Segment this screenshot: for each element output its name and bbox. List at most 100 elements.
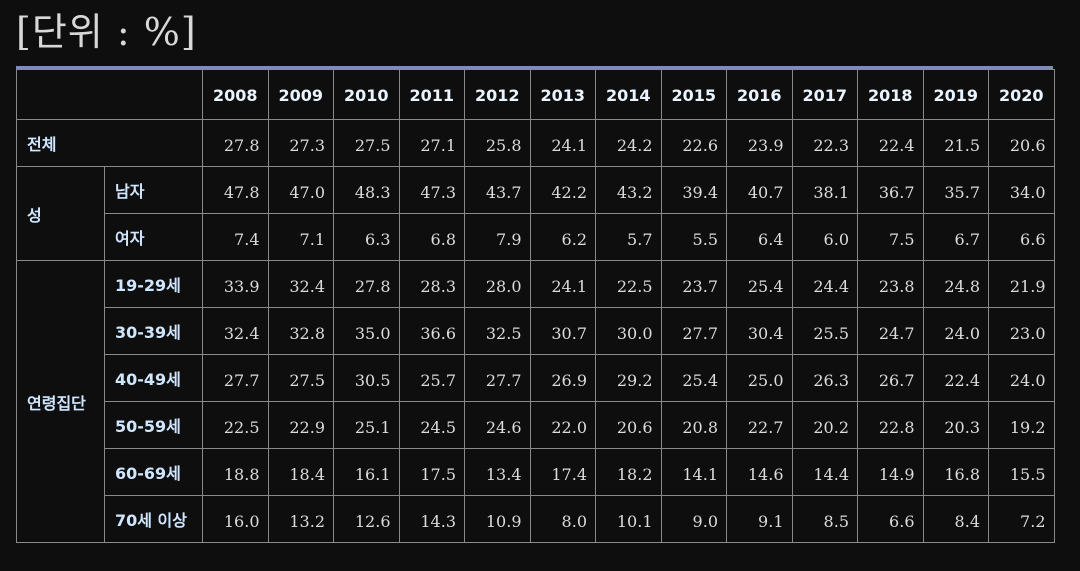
value-cell: 7.5 (857, 213, 924, 261)
row-label-age: 70세 이상 (104, 495, 203, 543)
value-cell: 32.5 (464, 307, 531, 355)
value-cell: 7.4 (202, 213, 269, 261)
value-cell: 18.8 (202, 448, 269, 496)
value-cell: 9.0 (660, 495, 727, 543)
value-cell: 30.0 (595, 307, 662, 355)
value-cell: 5.5 (660, 213, 727, 261)
value-cell: 30.5 (333, 354, 400, 402)
value-cell: 26.7 (857, 354, 924, 402)
value-cell: 27.3 (267, 119, 334, 167)
table-row-age: 50-59세 22.5 22.9 25.1 24.5 24.6 22.0 20.6 20.8 22… (17, 401, 1055, 449)
value-cell: 26.9 (529, 354, 596, 402)
year-header-2010: 2010 (333, 69, 400, 120)
value-cell: 8.0 (529, 495, 596, 543)
value-cell: 10.1 (595, 495, 662, 543)
year-header-2014: 2014 (595, 69, 662, 120)
value-cell: 21.5 (922, 119, 989, 167)
value-cell: 30.4 (726, 307, 793, 355)
value-cell: 14.3 (398, 495, 465, 543)
value-cell: 20.6 (595, 401, 662, 449)
value-cell: 7.2 (988, 495, 1055, 543)
value-cell: 32.4 (267, 260, 334, 308)
year-header-2012: 2012 (464, 69, 531, 120)
value-cell: 22.8 (857, 401, 924, 449)
value-cell: 13.4 (464, 448, 531, 496)
year-header-2013: 2013 (529, 69, 596, 120)
group-label-age: 연령집단 (16, 260, 105, 543)
year-header-2009: 2009 (267, 69, 334, 120)
value-cell: 25.8 (464, 119, 531, 167)
value-cell: 27.7 (202, 354, 269, 402)
value-cell: 18.4 (267, 448, 334, 496)
row-label-age: 19-29세 (104, 260, 203, 308)
value-cell: 40.7 (726, 166, 793, 214)
value-cell: 23.8 (857, 260, 924, 308)
value-cell: 27.8 (202, 119, 269, 167)
value-cell: 13.2 (267, 495, 334, 543)
value-cell: 25.5 (791, 307, 858, 355)
row-label-sex: 여자 (104, 213, 203, 261)
value-cell: 6.4 (726, 213, 793, 261)
value-cell: 6.2 (529, 213, 596, 261)
value-cell: 22.9 (267, 401, 334, 449)
value-cell: 25.4 (726, 260, 793, 308)
table-row-sex: 여자 7.4 7.1 6.3 6.8 7.9 6.2 5.7 5.5 6.4 6.0 7.5 6.7 6.… (17, 213, 1055, 261)
table-row-sex: 성 남자 47.8 47.0 48.3 47.3 43.7 42.2 43.2 39.4 40.7 3… (16, 166, 1055, 261)
value-cell: 27.7 (464, 354, 531, 402)
value-cell: 47.3 (398, 166, 465, 214)
year-header-2020: 2020 (988, 69, 1055, 120)
value-cell: 7.9 (464, 213, 531, 261)
value-cell: 22.3 (791, 119, 858, 167)
value-cell: 25.7 (398, 354, 465, 402)
value-cell: 8.4 (922, 495, 989, 543)
value-cell: 23.9 (726, 119, 793, 167)
value-cell: 27.5 (267, 354, 334, 402)
row-label-sex: 남자 (104, 166, 203, 214)
value-cell: 48.3 (333, 166, 400, 214)
value-cell: 27.8 (333, 260, 400, 308)
value-cell: 25.0 (726, 354, 793, 402)
value-cell: 14.4 (791, 448, 858, 496)
value-cell: 28.0 (464, 260, 531, 308)
value-cell: 6.0 (791, 213, 858, 261)
value-cell: 30.7 (529, 307, 596, 355)
value-cell: 6.3 (333, 213, 400, 261)
year-header-2019: 2019 (922, 69, 989, 120)
value-cell: 6.8 (398, 213, 465, 261)
value-cell: 47.0 (267, 166, 334, 214)
value-cell: 28.3 (398, 260, 465, 308)
value-cell: 33.9 (202, 260, 269, 308)
table-row-age: 30-39세 32.4 32.8 35.0 36.6 32.5 30.7 30.0 27.7 30… (17, 307, 1055, 355)
row-label-total: 전체 (16, 119, 203, 167)
value-cell: 27.7 (660, 307, 727, 355)
value-cell: 20.2 (791, 401, 858, 449)
year-header-2017: 2017 (791, 69, 858, 120)
value-cell: 29.2 (595, 354, 662, 402)
value-cell: 24.0 (922, 307, 989, 355)
value-cell: 34.0 (988, 166, 1055, 214)
value-cell: 22.5 (202, 401, 269, 449)
value-cell: 22.0 (529, 401, 596, 449)
value-cell: 24.0 (988, 354, 1055, 402)
value-cell: 36.7 (857, 166, 924, 214)
value-cell: 22.7 (726, 401, 793, 449)
value-cell: 24.4 (791, 260, 858, 308)
value-cell: 23.7 (660, 260, 727, 308)
value-cell: 24.2 (595, 119, 662, 167)
value-cell: 18.2 (595, 448, 662, 496)
value-cell: 25.1 (333, 401, 400, 449)
year-header-2011: 2011 (398, 69, 465, 120)
value-cell: 20.3 (922, 401, 989, 449)
value-cell: 22.4 (922, 354, 989, 402)
value-cell: 24.1 (529, 119, 596, 167)
statistics-table-container: 2008 2009 2010 2011 2012 2013 2014 2015 2016 2017… (16, 66, 1055, 543)
value-cell: 5.7 (595, 213, 662, 261)
value-cell: 27.1 (398, 119, 465, 167)
value-cell: 42.2 (529, 166, 596, 214)
value-cell: 20.8 (660, 401, 727, 449)
value-cell: 16.0 (202, 495, 269, 543)
table-row-age: 40-49세 27.7 27.5 30.5 25.7 27.7 26.9 29.2 25.4 25… (17, 354, 1055, 402)
statistics-table: 2008 2009 2010 2011 2012 2013 2014 2015 2016 2017… (16, 69, 1055, 543)
value-cell: 9.1 (726, 495, 793, 543)
value-cell: 35.0 (333, 307, 400, 355)
